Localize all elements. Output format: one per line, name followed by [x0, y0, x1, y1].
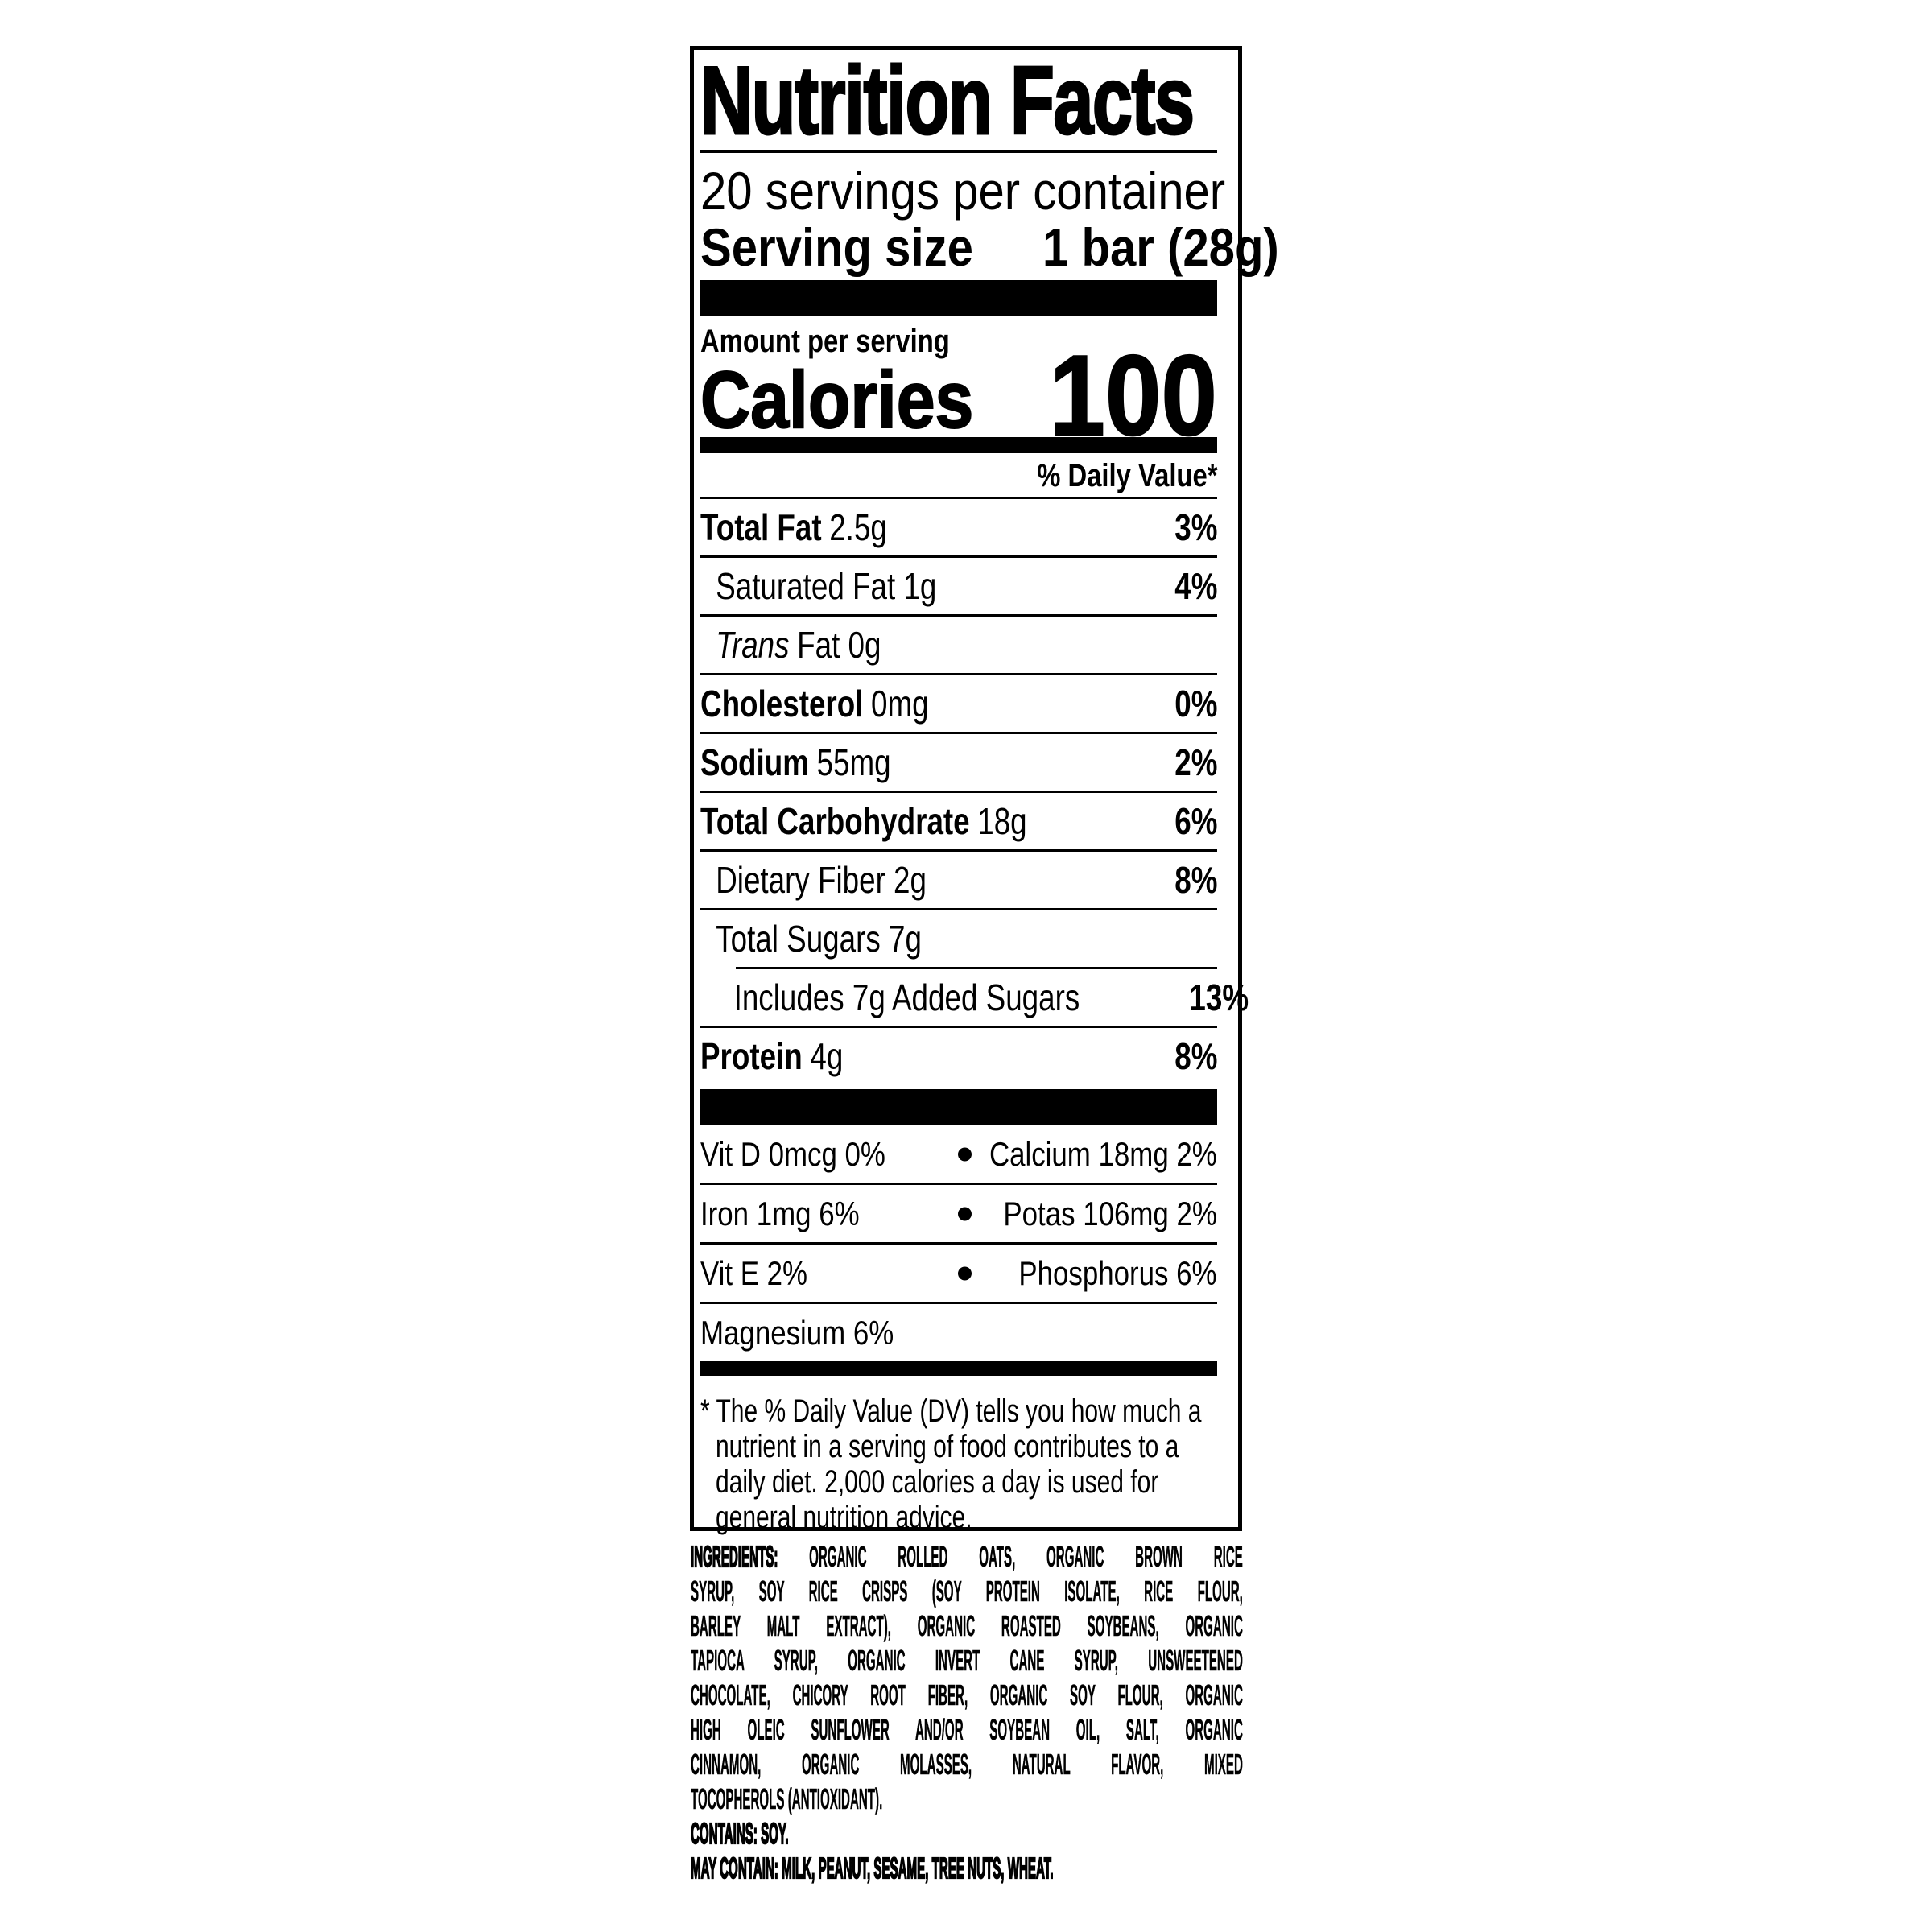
ingredients-section: INGREDIENTS: ORGANIC ROLLED OATS, ORGANI… [691, 1539, 1243, 1885]
ingredients-line: CHOCOLATE, CHICORY ROOT FIBER, ORGANIC S… [691, 1678, 1243, 1712]
nutrient-name-italic: Trans [716, 624, 790, 666]
nutrient-name: Total Fat [700, 506, 822, 548]
nutrition-facts-panel: Nutrition Facts 20 servings per containe… [690, 46, 1279, 1535]
footnote-line: nutrient in a serving of food contribute… [716, 1429, 1179, 1464]
nutrient-amount: 0mg [871, 683, 929, 724]
nutrient-name: Total Carbohydrate [700, 800, 970, 842]
separator-bar-thick [700, 280, 1217, 316]
nutrient-row-saturated-fat: Saturated Fat 1g 4% [700, 558, 1217, 617]
panel-title: Nutrition Facts [700, 47, 1217, 155]
nutrient-name: Total Sugars 7g [716, 918, 922, 960]
nutrient-row-added-sugars: Includes 7g Added Sugars 13% [700, 969, 1249, 1028]
ingredients-line: TAPIOCA SYRUP, ORGANIC INVERT CANE SYRUP… [691, 1644, 1243, 1678]
indented-rule [736, 967, 1217, 969]
nutrient-name: Cholesterol [700, 683, 864, 724]
separator-bar-thin [700, 1361, 1217, 1376]
nutrient-row-cholesterol: Cholesterol 0mg 0% [700, 675, 1217, 734]
separator-bar-medium [700, 437, 1217, 453]
vitamin-row-2: Iron 1mg 6% • Potas 106mg 2% [700, 1185, 1217, 1245]
daily-value: 4% [1174, 565, 1217, 607]
serving-size-row: Serving size 1 bar (28g) [700, 217, 1279, 277]
nutrient-amount: 4g [810, 1035, 844, 1077]
nutrient-amount: 2.5g [829, 506, 887, 548]
may-contain-statement: MAY CONTAIN: MILK, PEANUT, SESAME, TREE … [691, 1851, 1054, 1885]
daily-value: 2% [1174, 741, 1217, 783]
bullet-icon: • [958, 1266, 972, 1280]
nutrient-amount: 55mg [816, 741, 891, 783]
serving-size-value: 1 bar (28g) [1042, 217, 1279, 277]
nutrient-row-dietary-fiber: Dietary Fiber 2g 8% [700, 852, 1217, 910]
vitamin-right: Calcium 18mg 2% [989, 1134, 1217, 1173]
ingredients-label: INGREDIENTS: [691, 1539, 778, 1574]
nutrient-name: Dietary Fiber 2g [716, 859, 927, 901]
footnote-line: daily diet. 2,000 calories a day is used… [716, 1464, 1159, 1500]
nutrient-name: Sodium [700, 741, 809, 783]
ingredients-line: HIGH OLEIC SUNFLOWER AND/OR SOYBEAN OIL,… [691, 1713, 1243, 1747]
nutrient-amount: 18g [977, 800, 1027, 842]
vitamin-row-3: Vit E 2% • Phosphorus 6% [700, 1245, 1217, 1304]
nutrient-row-protein: Protein 4g 8% [700, 1028, 1217, 1084]
vitamin-left: Magnesium 6% [700, 1313, 894, 1352]
bullet-icon: • [958, 1147, 972, 1161]
nutrient-name: Includes 7g Added Sugars [733, 976, 1080, 1018]
bullet-icon: • [958, 1207, 972, 1220]
calories-value: 100 [1049, 332, 1218, 460]
daily-value: 3% [1174, 506, 1217, 548]
vitamin-left: Vit D 0mcg 0% [700, 1134, 886, 1173]
calories-row: Calories 100 [700, 338, 1218, 454]
nutrient-row-total-sugars: Total Sugars 7g [700, 910, 1217, 967]
separator-bar-thick [700, 1089, 1217, 1125]
daily-value-footnote: * The % Daily Value (DV) tells you how m… [700, 1393, 1217, 1535]
daily-value: 8% [1174, 859, 1217, 901]
daily-value: 6% [1174, 800, 1217, 842]
nutrient-row-sodium: Sodium 55mg 2% [700, 734, 1217, 793]
ingredients-line: INGREDIENTS: ORGANIC ROLLED OATS, ORGANI… [691, 1539, 1243, 1574]
vitamin-left: Iron 1mg 6% [700, 1194, 860, 1232]
ingredients-line: SYRUP, SOY RICE CRISPS (SOY PROTEIN ISOL… [691, 1575, 1243, 1608]
serving-size-label: Serving size [700, 217, 973, 277]
ingredients-line: TOCOPHEROLS (ANTIOXIDANT). [691, 1782, 883, 1816]
daily-value: 0% [1174, 683, 1217, 724]
servings-per-container: 20 servings per container [700, 161, 1226, 221]
nutrient-row-total-carbohydrate: Total Carbohydrate 18g 6% [700, 793, 1217, 852]
nutrient-row-total-fat: Total Fat 2.5g 3% [700, 499, 1217, 558]
vitamin-left: Vit E 2% [700, 1253, 808, 1292]
header-rule [700, 497, 1217, 499]
nutrient-amount: Fat 0g [797, 624, 881, 666]
footnote-line: * The % Daily Value (DV) tells you how m… [700, 1393, 1202, 1429]
nutrient-name: Protein [700, 1035, 803, 1077]
vitamin-row-1: Vit D 0mcg 0% • Calcium 18mg 2% [700, 1125, 1217, 1185]
nutrient-name: Saturated Fat 1g [716, 565, 937, 607]
calories-label: Calories [700, 355, 974, 445]
panel-title-text: Nutrition Facts [700, 47, 1195, 155]
vitamin-right: Potas 106mg 2% [1003, 1194, 1217, 1232]
vitamin-right: Phosphorus 6% [1018, 1253, 1217, 1292]
contains-statement: CONTAINS: SOY. [691, 1816, 789, 1851]
vitamin-row-4: Magnesium 6% [700, 1304, 1217, 1361]
ingredients-line: BARLEY MALT EXTRACT), ORGANIC ROASTED SO… [691, 1609, 1243, 1643]
daily-value-header: % Daily Value* [1036, 458, 1217, 493]
amount-per-serving-label: Amount per serving [700, 324, 950, 359]
title-rule [700, 150, 1217, 153]
footnote-line: general nutrition advice. [716, 1500, 972, 1535]
nutrient-row-trans-fat: Trans Fat 0g [700, 617, 1217, 675]
ingredients-line: CINNAMON, ORGANIC MOLASSES, NATURAL FLAV… [691, 1748, 1243, 1781]
daily-value: 13% [1189, 976, 1249, 1018]
daily-value: 8% [1174, 1035, 1217, 1077]
